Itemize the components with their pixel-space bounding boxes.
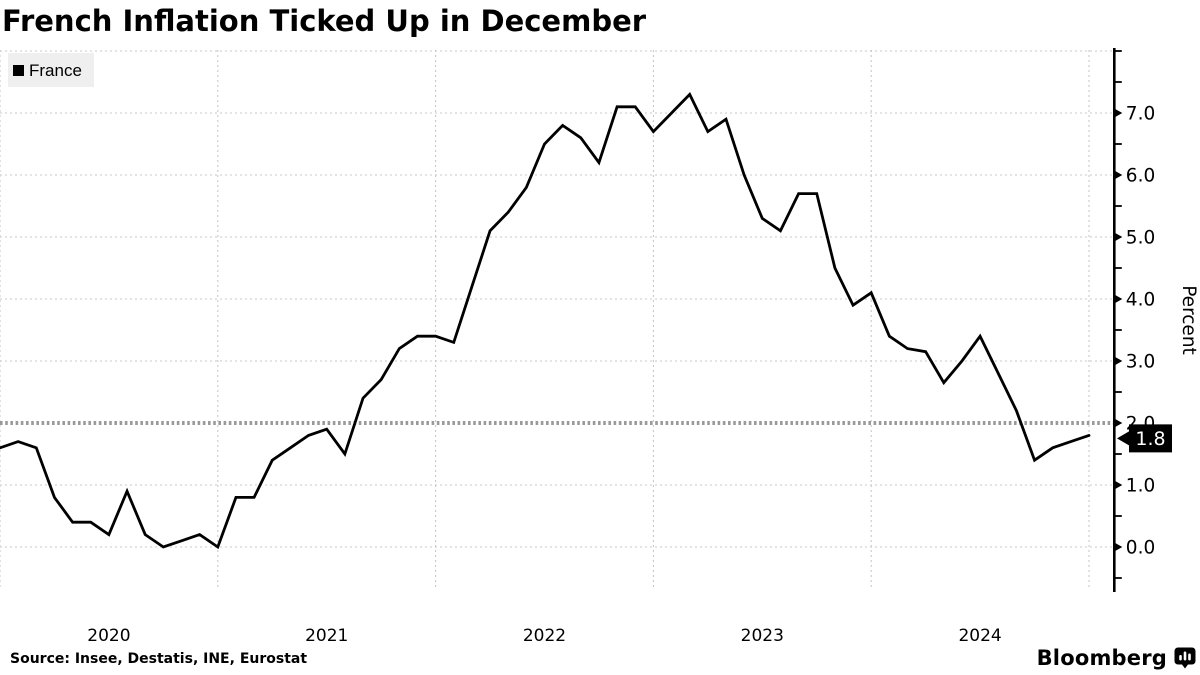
source-note: Source: Insee, Destatis, INE, Eurostat <box>10 651 308 667</box>
y-tick-label: 0.0 <box>1126 537 1155 558</box>
y-axis-title: Percent <box>1178 285 1199 355</box>
bloomberg-chart-bubble-icon <box>1174 647 1196 669</box>
bloomberg-logo: Bloomberg <box>1037 646 1196 670</box>
y-tick-arrow-icon <box>1114 542 1123 552</box>
y-tick-label: 3.0 <box>1126 351 1155 372</box>
y-tick-arrow-icon <box>1114 418 1123 428</box>
legend-label: France <box>29 60 82 80</box>
x-tick-label: 2023 <box>741 626 784 646</box>
y-tick-label: 1.0 <box>1126 475 1155 496</box>
x-tick-label: 2022 <box>523 626 566 646</box>
last-value-label: 1.8 <box>1135 428 1165 450</box>
y-tick-arrow-icon <box>1114 356 1123 366</box>
series-line-france <box>0 91 1091 550</box>
y-tick-arrow-icon <box>1114 232 1123 242</box>
y-tick-label: 6.0 <box>1126 165 1155 186</box>
page-title: French Inflation Ticked Up in December <box>2 4 647 38</box>
y-tick-label: 4.0 <box>1126 289 1155 310</box>
y-tick-arrow-icon <box>1114 294 1123 304</box>
y-tick-arrow-icon <box>1114 480 1123 490</box>
x-tick-label: 2020 <box>87 626 130 646</box>
x-tick-label: 2021 <box>305 626 348 646</box>
bloomberg-wordmark: Bloomberg <box>1036 646 1167 670</box>
legend: France <box>8 53 94 87</box>
y-tick-label: 7.0 <box>1126 103 1155 124</box>
y-tick-label: 5.0 <box>1126 227 1155 248</box>
legend-swatch-icon <box>13 64 24 76</box>
y-tick-arrow-icon <box>1114 108 1123 118</box>
y-tick-arrow-icon <box>1114 170 1123 180</box>
last-value-tag <box>1117 424 1172 453</box>
x-tick-label: 2024 <box>958 626 1001 646</box>
